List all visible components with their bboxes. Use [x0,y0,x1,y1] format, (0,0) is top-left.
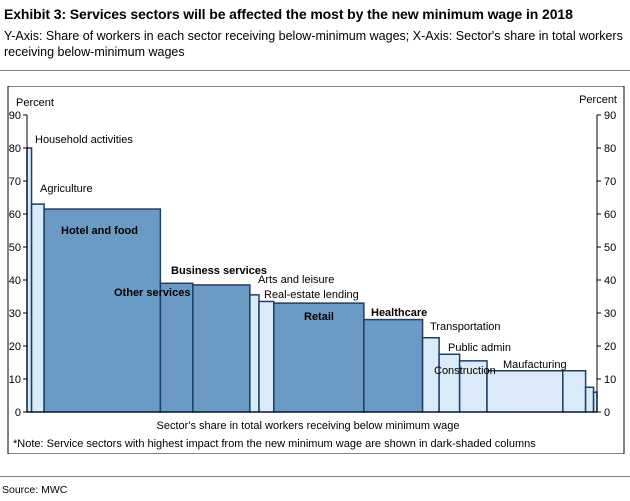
bar-business-services [192,284,251,413]
bar-other-services [159,282,194,413]
bar-finance [592,391,598,413]
label-arts-and-leisure: Arts and leisure [258,274,334,286]
left-tick-label: 80 [9,143,21,155]
bar-healthcare [363,318,424,413]
right-tick-label: 60 [604,209,616,221]
left-tick-label: 50 [9,242,21,254]
variable-width-bar-chart: Percent Percent 0 10 20 30 40 50 60 70 80 90 0 10 2… [7,86,625,454]
label-agriculture: Agriculture [40,183,93,195]
left-tick-label: 20 [9,341,21,353]
left-axis-unit-label: Percent [16,97,54,109]
bar-maufacturing [562,370,587,413]
right-tick-label: 90 [604,110,616,122]
bottom-divider [0,476,630,477]
right-axis: 0 10 20 30 40 50 60 70 80 90 [597,110,616,419]
left-tick-label: 90 [9,110,21,122]
label-household-activities: Household activities [35,134,133,146]
left-tick-label: 40 [9,275,21,287]
label-public-admin: Public admin [448,342,511,354]
chart-frame [7,86,625,454]
left-tick-label: 70 [9,176,21,188]
right-axis-unit-label: Percent [579,94,617,106]
chart-subtitle: Y-Axis: Share of workers in each sector … [4,29,623,59]
bars-layer [26,147,598,413]
bar-agriculture [30,203,45,413]
label-construction: Construction [434,365,496,377]
bar-utilities [584,386,595,413]
right-tick-label: 80 [604,143,616,155]
right-tick-label: 0 [604,407,610,419]
bar-arts-and-leisure [249,294,260,413]
left-tick-label: 60 [9,209,21,221]
sector-annotations: Household activities Agriculture Hotel a… [35,134,567,377]
left-axis: 0 10 20 30 40 50 60 70 80 90 [9,110,27,419]
x-axis-title: Sector's share in total workers receivin… [157,420,460,432]
chart-note: *Note: Service sectors with highest impa… [13,438,536,450]
bar-hotel-and-food [43,208,162,413]
label-transportation: Transportation [430,321,501,333]
top-divider [0,70,630,71]
label-hotel-and-food: Hotel and food [61,225,138,237]
source-note: Source: MWC [2,484,68,496]
label-other-services: Other services [114,287,190,299]
label-maufacturing: Maufacturing [503,359,567,371]
right-tick-label: 40 [604,275,616,287]
right-tick-label: 70 [604,176,616,188]
label-healthcare: Healthcare [371,307,427,319]
label-business-services: Business services [171,265,267,277]
label-retail: Retail [304,311,334,323]
chart-title: Exhibit 3: Services sectors will be affe… [4,6,573,22]
right-tick-label: 50 [604,242,616,254]
bar-public-admin [438,353,461,413]
label-real-estate-lending: Real-estate lending [264,289,359,301]
right-tick-label: 10 [604,374,616,386]
bar-mining [486,370,564,413]
left-tick-label: 0 [15,407,21,419]
right-tick-label: 20 [604,341,616,353]
left-tick-label: 10 [9,374,21,386]
right-tick-label: 30 [604,308,616,320]
bar-real-estate-lending [258,300,275,413]
bar-retail [273,302,365,413]
left-tick-label: 30 [9,308,21,320]
